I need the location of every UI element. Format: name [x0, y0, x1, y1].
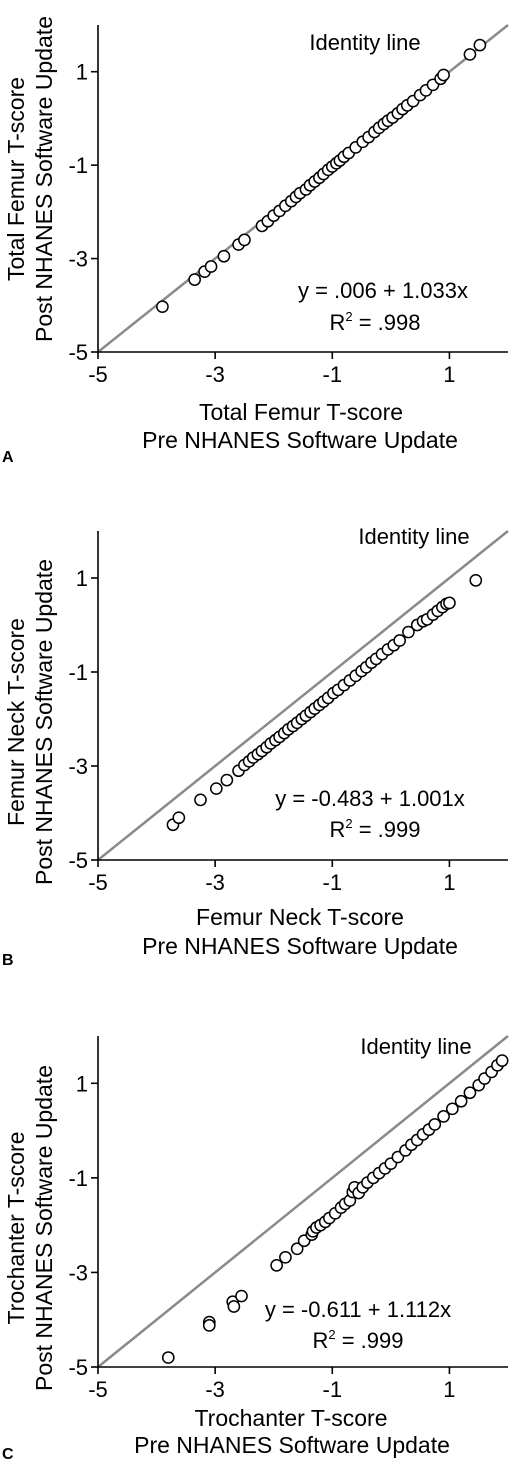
panel-b-y-axis-label: Femur Neck T-score — [3, 618, 29, 826]
panel-c-data-point — [454, 1094, 468, 1108]
panel-a-x-axis-subtitle: Pre NHANES Software Update — [142, 427, 458, 453]
panel-c-data-point — [290, 1242, 304, 1256]
panel-c-data-point — [428, 1118, 442, 1131]
panel-c-data-point — [270, 1258, 283, 1272]
panel-b-data-point — [220, 773, 234, 787]
panel-b-identity-line — [97, 530, 509, 861]
panel-b-identity-label: Identity line — [358, 524, 469, 549]
panel-c-letter: C — [2, 1446, 14, 1462]
panel-b-plot: -5 -3 -1 1 -5 -3 -1 1 — [68, 530, 509, 895]
panel-b-x-tick-label: -5 — [88, 870, 108, 895]
panel-b-data-point — [194, 793, 207, 807]
panel-a-data-point — [156, 300, 169, 314]
panel-c-y-axis-label: Trochanter T-score — [3, 1131, 29, 1324]
panel-b-equation: y = -0.483 + 1.001x — [275, 786, 465, 811]
panel-b-r-squared: R2 = .999 — [329, 816, 420, 842]
panel-c-x-tick-label: -1 — [323, 1377, 343, 1402]
panel-a-x-axis-label: Total Femur T-score — [199, 399, 403, 425]
panel-a-letter: A — [2, 449, 14, 466]
panel-c-data-point — [495, 1054, 509, 1067]
panel-c-equation: y = -0.611 + 1.112x — [265, 1297, 451, 1322]
panel-c-y-tick-label: -1 — [68, 1166, 88, 1191]
panel-b-x-tick-label: -1 — [323, 870, 343, 895]
panel-b-data-point — [469, 574, 483, 587]
panel-a-data-point — [217, 249, 231, 263]
panel-c-data-point — [437, 1110, 450, 1123]
panel-c-data-point — [161, 1351, 175, 1364]
panel-a-data-point — [473, 38, 487, 52]
panel-b-y-tick-label: 1 — [76, 566, 88, 591]
panel-c: -5 -3 -1 1 -5 -3 -1 1 Identity line y = -0.611 … — [2, 1034, 509, 1462]
panel-a-y-tick-label: -3 — [68, 247, 88, 272]
panel-c-data-point — [463, 1086, 477, 1100]
panel-a-data-point — [188, 273, 201, 286]
panel-a-r-squared: R2 = .998 — [329, 309, 420, 335]
panel-a: -5 -3 -1 1 -5 -3 -1 1 Identity line y = .006 + … — [2, 16, 509, 466]
panel-b-y-tick-label: -5 — [68, 848, 88, 873]
panel-b: -5 -3 -1 1 -5 -3 -1 1 Identity line y = -0.483 … — [2, 524, 509, 969]
panel-b-x-tick-label: 1 — [443, 870, 455, 895]
panel-a-y-axis-subtitle: Post NHANES Software Update — [31, 16, 57, 342]
panel-c-r-squared: R2 = .999 — [312, 1327, 403, 1353]
panel-a-y-tick-label: -5 — [68, 340, 88, 365]
panel-b-y-tick-label: -1 — [68, 660, 88, 685]
panel-a-data-point — [463, 48, 477, 61]
panel-b-data-point — [443, 596, 456, 610]
panel-b-data-point — [209, 782, 223, 795]
panel-a-x-tick-label: -5 — [88, 362, 108, 387]
panel-b-x-axis-subtitle: Pre NHANES Software Update — [142, 933, 458, 959]
panel-a-plot: -5 -3 -1 1 -5 -3 -1 1 — [68, 24, 509, 387]
panel-c-data-point — [279, 1250, 292, 1264]
panel-c-data-point — [446, 1102, 459, 1116]
panel-c-x-tick-label: -3 — [205, 1377, 225, 1402]
panel-a-data-point — [238, 233, 251, 247]
panel-c-x-tick-label: -5 — [88, 1377, 108, 1402]
panel-c-identity-line — [97, 1035, 509, 1368]
panel-b-data-point — [393, 634, 406, 647]
panel-c-data-point — [227, 1300, 241, 1313]
panel-a-x-tick-label: -1 — [323, 362, 343, 387]
panel-a-data-point — [204, 260, 218, 273]
panel-a-y-tick-label: 1 — [76, 60, 88, 85]
panel-c-x-tick-label: 1 — [443, 1377, 455, 1402]
panel-c-y-tick-label: -5 — [68, 1355, 88, 1380]
panel-c-plot: -5 -3 -1 1 -5 -3 -1 1 — [68, 1035, 509, 1402]
panel-b-x-axis-label: Femur Neck T-score — [196, 904, 404, 930]
panel-a-y-tick-label: -1 — [68, 153, 88, 178]
panel-a-y-axis-label: Total Femur T-score — [3, 77, 29, 281]
panel-c-y-tick-label: -3 — [68, 1260, 88, 1285]
panel-a-x-tick-label: 1 — [443, 362, 455, 387]
panel-a-data-point — [437, 68, 450, 82]
panel-c-x-axis-subtitle: Pre NHANES Software Update — [134, 1432, 450, 1458]
panel-b-x-tick-label: -3 — [205, 870, 225, 895]
panel-a-equation: y = .006 + 1.033x — [298, 278, 468, 303]
panel-c-y-tick-label: 1 — [76, 1071, 88, 1096]
panel-b-y-axis-subtitle: Post NHANES Software Update — [31, 559, 57, 885]
panel-c-y-axis-subtitle: Post NHANES Software Update — [31, 1065, 57, 1391]
panel-a-x-tick-label: -3 — [205, 362, 225, 387]
panel-b-y-tick-label: -3 — [68, 754, 88, 779]
panel-a-identity-label: Identity line — [309, 30, 420, 55]
panel-b-letter: B — [2, 952, 14, 969]
panel-b-data-point — [402, 625, 415, 639]
panel-c-identity-label: Identity line — [360, 1034, 471, 1059]
panel-b-data-point — [172, 811, 186, 825]
panel-c-data-point — [235, 1289, 248, 1303]
panel-c-data-point — [202, 1319, 216, 1332]
panel-c-x-axis-label: Trochanter T-score — [194, 1405, 387, 1431]
